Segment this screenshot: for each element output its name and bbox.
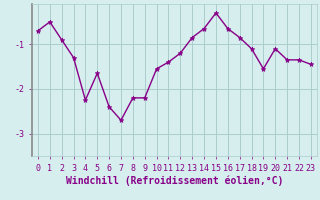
X-axis label: Windchill (Refroidissement éolien,°C): Windchill (Refroidissement éolien,°C)	[66, 175, 283, 186]
